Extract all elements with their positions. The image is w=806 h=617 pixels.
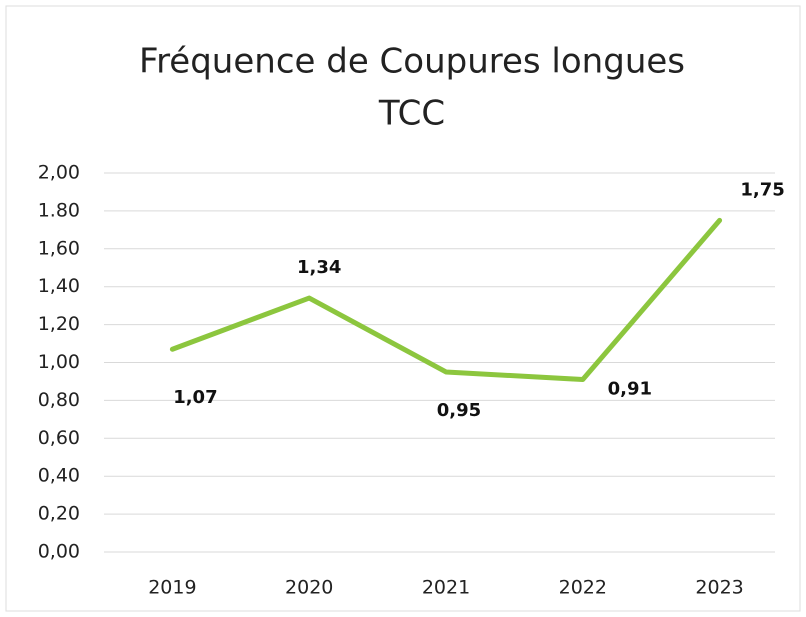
x-tick-label: 2021 (422, 577, 470, 599)
data-label: 1,75 (740, 179, 784, 200)
y-tick-label: 1.80 (38, 199, 80, 221)
data-label: 0,91 (608, 379, 652, 400)
y-tick-label: 0,60 (38, 427, 80, 449)
y-tick-label: 0,20 (38, 503, 80, 525)
x-tick-label: 2023 (695, 577, 743, 599)
y-tick-label: 1,00 (38, 351, 80, 373)
y-tick-label: 1,40 (38, 275, 80, 297)
y-tick-label: 2,00 (38, 162, 80, 184)
x-tick-label: 2022 (559, 577, 607, 599)
y-tick-label: 1,20 (38, 313, 80, 335)
y-tick-label: 1,60 (38, 237, 80, 259)
chart-title: Fréquence de Coupures longues (139, 42, 685, 82)
y-tick-label: 0,80 (38, 389, 80, 411)
data-label: 0,95 (437, 400, 481, 421)
x-tick-label: 2020 (285, 577, 333, 599)
chart-frame (5, 5, 801, 612)
data-label: 1,07 (173, 387, 217, 408)
x-tick-label: 2019 (148, 577, 196, 599)
data-label: 1,34 (297, 257, 341, 278)
y-tick-label: 0,00 (38, 541, 80, 563)
line (169, 217, 723, 383)
y-tick-label: 0,40 (38, 465, 80, 487)
chart-title: TCC (378, 94, 445, 134)
